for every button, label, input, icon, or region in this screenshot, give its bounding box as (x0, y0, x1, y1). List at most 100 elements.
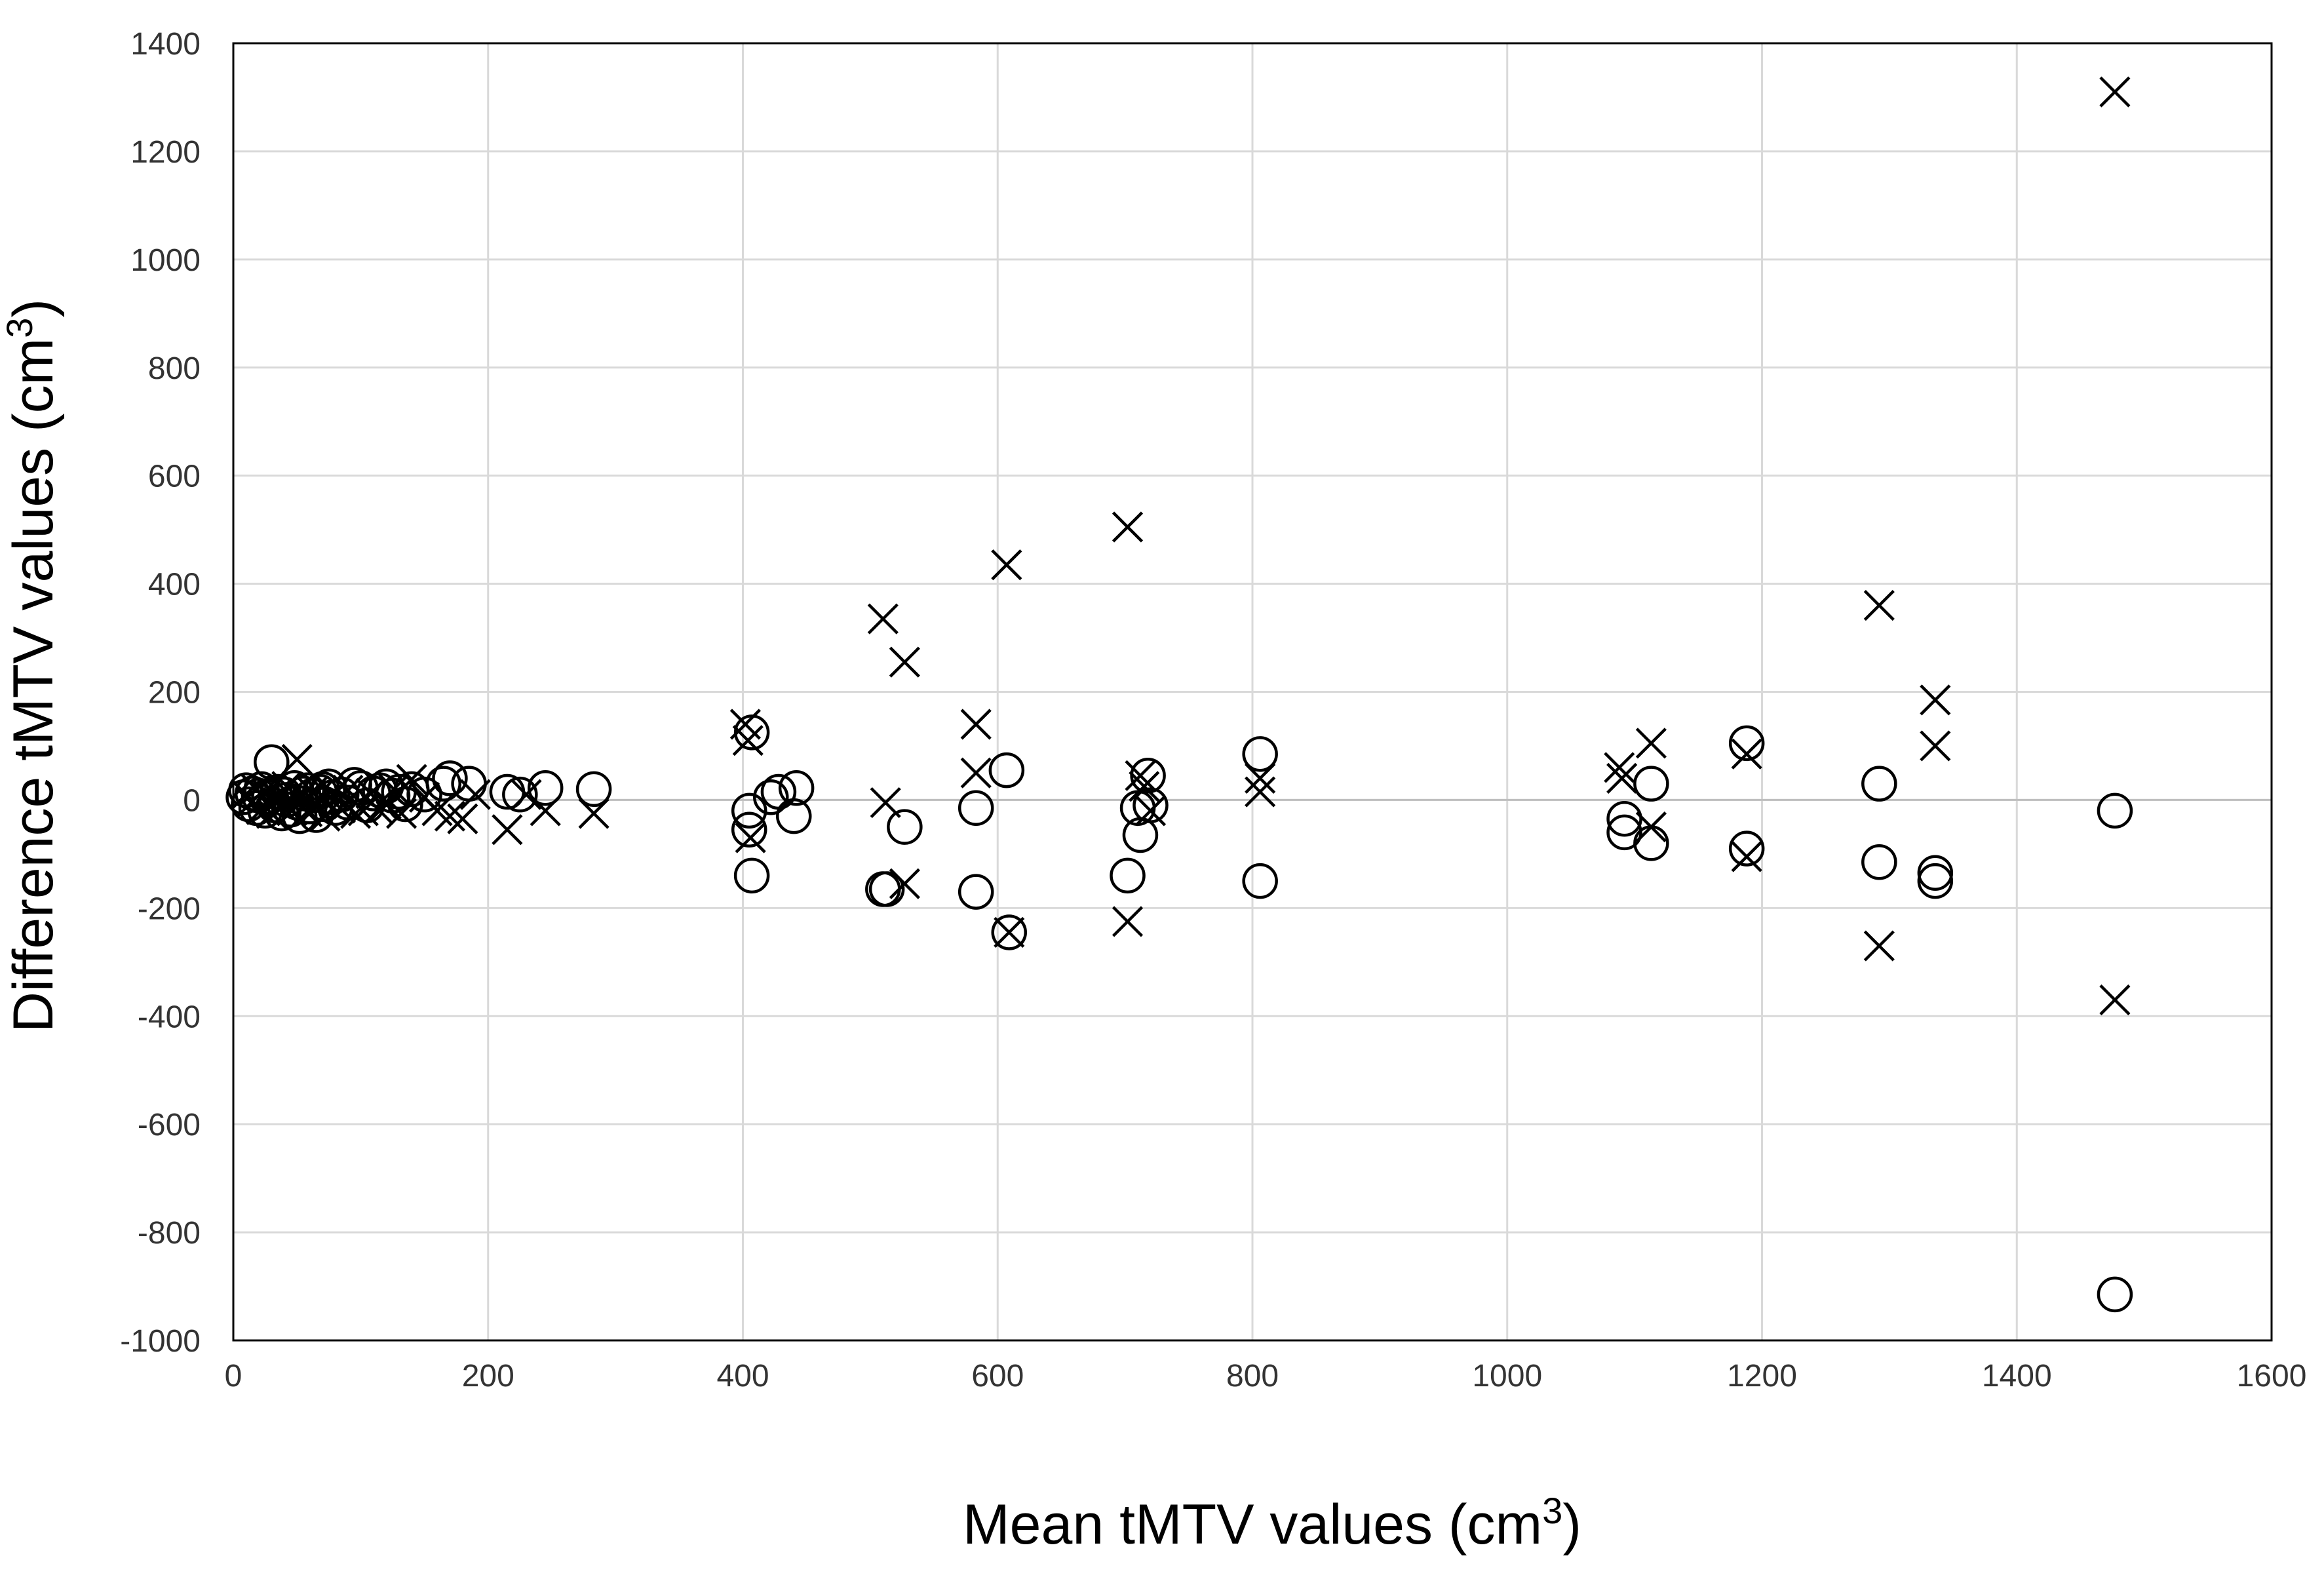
circle-point (1133, 787, 1169, 823)
circle-point (733, 857, 770, 894)
x-tick-label: 400 (716, 1359, 769, 1394)
cross-point (1245, 762, 1276, 794)
x-tick-label: 1000 (1472, 1359, 1542, 1394)
cross-point (889, 868, 920, 899)
cross-point (434, 800, 466, 832)
circle-point (868, 871, 905, 907)
x-tick-label: 1200 (1727, 1359, 1797, 1394)
circle-point (991, 914, 1027, 950)
circle-point (1606, 801, 1642, 837)
cross-point (511, 779, 542, 810)
cross-point (732, 725, 764, 756)
circle-point (406, 776, 442, 813)
circle-point (731, 792, 767, 829)
cross-point (994, 916, 1025, 948)
x-tick-label: 200 (462, 1359, 514, 1394)
y-tick-label: 0 (183, 783, 201, 818)
circle-point (1242, 863, 1278, 899)
circle-point (254, 744, 290, 780)
cross-point (370, 789, 402, 820)
cross-point (241, 773, 272, 805)
y-tick-label: 1400 (130, 27, 201, 62)
cross-point (1863, 930, 1895, 962)
cross-point (266, 790, 298, 822)
y-tick-label: -600 (138, 1108, 201, 1142)
y-tick-label: 1000 (130, 243, 201, 278)
circle-point (1861, 766, 1897, 802)
circle-point (731, 811, 767, 848)
circle-point (988, 752, 1025, 789)
cross-point (991, 549, 1022, 581)
y-tick-label: 200 (148, 676, 201, 711)
cross-point (1125, 760, 1156, 791)
cross-point (1129, 771, 1160, 802)
cross-point (385, 798, 417, 829)
cross-point (1245, 776, 1276, 808)
circle-point (753, 779, 789, 815)
circle-point (1110, 857, 1146, 894)
x-tick-label: 800 (1226, 1359, 1279, 1394)
cross-point (378, 773, 410, 805)
circle-point (575, 771, 612, 808)
cross-point (292, 796, 323, 828)
cross-point (1920, 684, 1951, 716)
cross-point (250, 777, 282, 809)
cross-point (1604, 752, 1635, 783)
cross-point (2099, 76, 2131, 107)
cross-point (1920, 730, 1951, 762)
circle-point (1917, 863, 1954, 899)
cross-point (309, 800, 341, 832)
data-markers (225, 76, 2133, 1313)
circle-point (1728, 830, 1765, 867)
cross-point (889, 646, 920, 678)
cross-point (396, 764, 427, 795)
circle-point (2097, 792, 2133, 829)
cross-point (1112, 906, 1144, 937)
circle-point (776, 798, 812, 834)
cross-point (960, 709, 992, 740)
y-tick-label: 400 (148, 568, 201, 602)
y-tick-label: -800 (138, 1216, 201, 1251)
cross-point (1635, 728, 1667, 759)
cross-point (867, 603, 899, 634)
cross-point (459, 779, 491, 810)
cross-point (2099, 984, 2131, 1016)
circle-point (502, 776, 538, 813)
circle-point (1242, 736, 1278, 772)
cross-point (1731, 738, 1762, 770)
y-tick-label: 1200 (130, 135, 201, 170)
circle-point (1861, 844, 1897, 880)
cross-point (578, 798, 610, 829)
cross-point (447, 803, 478, 834)
y-tick-label: -400 (138, 1000, 201, 1034)
cross-point (735, 822, 766, 853)
x-tick-label: 1400 (1982, 1359, 2052, 1394)
cross-point (870, 787, 901, 819)
cross-point (530, 795, 561, 827)
circle-point (1633, 766, 1669, 802)
circle-point (1917, 855, 1954, 891)
circle-point (887, 809, 923, 845)
cross-point (281, 743, 313, 775)
cross-point (347, 795, 379, 827)
x-tick-label: 1600 (2237, 1359, 2307, 1394)
tick-labels: 0 200 400 600 800 1000 1200 1400 1600 -1000 -800 -6… (120, 27, 2306, 1394)
x-tick-label: 600 (971, 1359, 1024, 1394)
x-tick-label: 0 (225, 1359, 242, 1394)
circle-point (1728, 725, 1765, 762)
circle-point (2097, 1276, 2133, 1313)
cross-point (1134, 795, 1167, 827)
circle-point (387, 786, 423, 823)
plot-area-border (232, 42, 2273, 1342)
cross-point (960, 757, 992, 789)
circle-point (778, 770, 815, 806)
circle-point (527, 770, 564, 806)
circle-point (425, 766, 461, 802)
y-tick-label: -1000 (120, 1324, 201, 1359)
cross-point (1863, 589, 1895, 621)
cross-point (1731, 841, 1762, 872)
cross-point (1112, 511, 1144, 543)
cross-point (492, 814, 523, 846)
